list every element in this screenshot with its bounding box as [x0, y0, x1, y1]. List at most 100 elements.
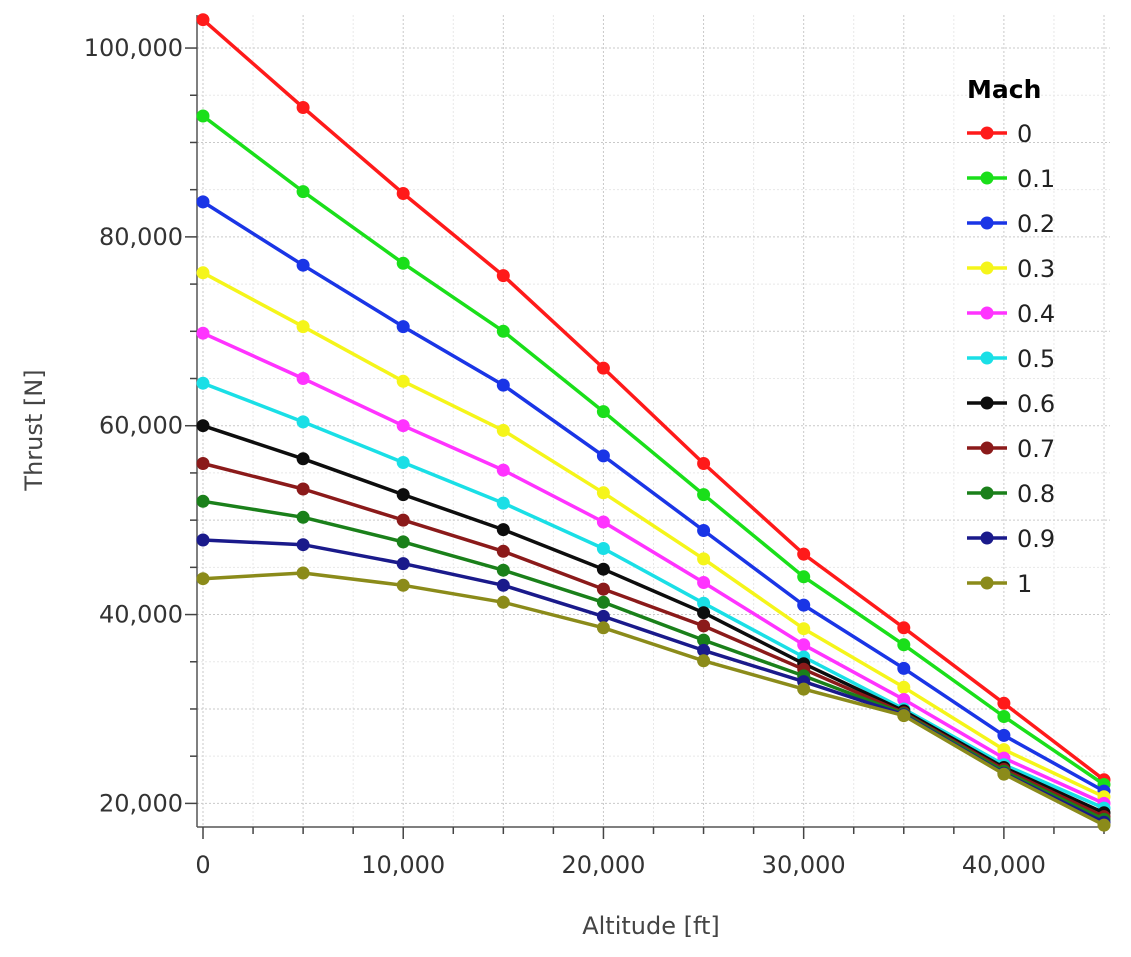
data-point: [296, 482, 310, 496]
data-point: [496, 523, 510, 537]
data-point: [196, 494, 210, 508]
legend-swatch-marker: [980, 171, 994, 185]
data-point: [997, 728, 1011, 742]
data-point: [697, 596, 711, 610]
legend-label: 0.5: [1017, 345, 1055, 373]
data-point: [697, 633, 711, 647]
data-point: [396, 187, 410, 200]
data-point: [596, 621, 610, 635]
series-line: [201, 18, 1106, 782]
data-point: [697, 457, 711, 470]
legend-label: 0.2: [1017, 210, 1055, 238]
data-point: [697, 654, 711, 668]
legend-items: 0 0.1 0.2 0.3 0.4 0.5 0.6 0.7 0.8 0.9 1: [967, 120, 1055, 598]
data-point: [296, 258, 310, 272]
series-line: [202, 271, 1105, 799]
data-point: [697, 643, 711, 657]
data-point: [797, 547, 811, 561]
legend-label: 0.1: [1017, 165, 1055, 193]
data-point: [296, 185, 310, 199]
legend-label: 0.9: [1017, 525, 1055, 553]
data-point: [396, 320, 410, 334]
data-point: [296, 372, 310, 385]
data-point: [1097, 818, 1111, 832]
data-point: [897, 661, 911, 675]
y-tick-label: 80,000: [99, 223, 183, 251]
x-tick-label: 30,000: [762, 851, 846, 879]
series-0.4: [196, 326, 1111, 810]
data-point: [396, 256, 410, 270]
data-point: [496, 544, 510, 558]
data-point: [196, 376, 210, 390]
data-point: [296, 538, 310, 552]
data-point: [997, 767, 1011, 781]
data-point: [797, 682, 811, 696]
data-point: [496, 324, 510, 338]
y-tick-label: 20,000: [99, 789, 183, 817]
data-point: [196, 195, 210, 209]
x-axis-title: Altitude [ft]: [582, 912, 720, 940]
legend-label: 0.6: [1017, 390, 1055, 418]
data-point: [697, 524, 711, 537]
data-point: [596, 405, 610, 419]
data-point: [396, 557, 410, 571]
data-point: [496, 595, 510, 609]
data-point: [897, 621, 911, 635]
data-point: [496, 563, 510, 577]
series-line: [202, 200, 1105, 793]
legend-label: 0.4: [1017, 300, 1055, 328]
data-point: [697, 619, 711, 633]
legend-label: 1: [1017, 570, 1032, 598]
series-lines: [196, 13, 1111, 832]
data-point: [296, 566, 310, 580]
data-point: [496, 578, 510, 592]
data-point: [596, 595, 610, 609]
series-line: [202, 331, 1105, 805]
legend-swatch-marker: [980, 576, 994, 590]
data-point: [496, 423, 510, 437]
data-point: [496, 269, 510, 283]
series-0: [196, 13, 1111, 787]
data-point: [396, 535, 410, 549]
data-point: [296, 510, 310, 524]
data-point: [296, 415, 310, 429]
legend-item: 0.4: [967, 300, 1055, 328]
legend-label: 0.8: [1017, 480, 1055, 508]
legend-item: 0.6: [967, 390, 1055, 418]
data-point: [797, 570, 811, 584]
data-point: [596, 609, 610, 623]
data-point: [496, 496, 510, 510]
data-point: [897, 638, 911, 652]
x-tick-labels: 0 10,000 20,000 30,000 40,000: [195, 851, 1046, 879]
legend-item: 0: [967, 120, 1032, 148]
data-point: [596, 582, 610, 596]
data-point: [797, 622, 811, 636]
legend-swatch-marker: [980, 261, 994, 275]
data-point: [596, 542, 610, 555]
y-tick-label: 100,000: [84, 34, 183, 62]
legend-item: 0.8: [967, 480, 1055, 508]
data-point: [596, 361, 610, 375]
data-point: [797, 638, 811, 652]
major-gridlines: [197, 15, 1110, 827]
y-axis-title: Thrust [N]: [20, 369, 48, 491]
data-point: [897, 709, 911, 723]
data-point: [697, 606, 711, 620]
data-point: [697, 576, 711, 589]
data-point: [496, 463, 510, 477]
x-tick-label: 20,000: [561, 851, 645, 879]
x-tick-label: 40,000: [962, 851, 1046, 879]
data-point: [396, 578, 410, 592]
data-point: [897, 693, 911, 706]
series-1: [196, 566, 1111, 832]
series-line: [201, 114, 1105, 786]
data-point: [596, 562, 610, 576]
legend-label: 0.3: [1017, 255, 1055, 283]
data-point: [797, 598, 811, 612]
data-point: [396, 374, 410, 388]
data-point: [296, 101, 310, 114]
legend-swatch-marker: [980, 351, 994, 365]
legend-swatch-marker: [980, 486, 994, 500]
legend-swatch-marker: [980, 306, 994, 320]
legend-item: 0.2: [967, 210, 1055, 238]
